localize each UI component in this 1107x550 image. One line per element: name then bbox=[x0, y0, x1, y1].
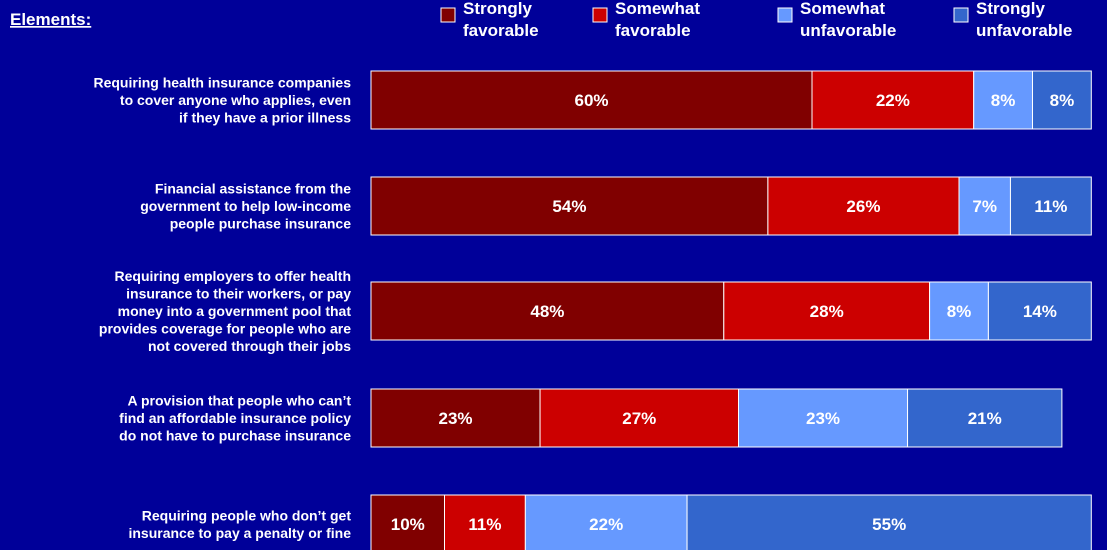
bar-segment-strongly-unfavorable bbox=[1009, 176, 1092, 236]
category-label: insurance to their workers, or pay bbox=[126, 286, 351, 302]
value-label: 8% bbox=[991, 91, 1016, 110]
bar-segment-strongly-unfavorable bbox=[1032, 70, 1092, 130]
legend-label-somewhat-unfavorable: Somewhat bbox=[800, 0, 885, 18]
category-label: Requiring people who don’t get bbox=[142, 507, 352, 523]
value-label: 11% bbox=[1034, 197, 1067, 216]
legend-label-somewhat-favorable: favorable bbox=[615, 21, 691, 40]
bar-segment-somewhat-unfavorable bbox=[524, 494, 688, 550]
bar-segment-somewhat-favorable bbox=[811, 70, 975, 130]
category-label: money into a government pool that bbox=[118, 303, 352, 319]
category-label: people purchase insurance bbox=[170, 216, 351, 232]
category-label: if they have a prior illness bbox=[179, 110, 351, 126]
bar-segment-somewhat-unfavorable bbox=[958, 176, 1011, 236]
value-label: 28% bbox=[810, 302, 844, 321]
legend-label-strongly-unfavorable: Strongly bbox=[976, 0, 1045, 18]
value-label: 55% bbox=[872, 515, 906, 534]
value-label: 60% bbox=[574, 91, 608, 110]
bar-segment-somewhat-favorable bbox=[767, 176, 960, 236]
bar-segment-strongly-favorable bbox=[370, 494, 445, 550]
value-label: 8% bbox=[1050, 91, 1075, 110]
value-label: 14% bbox=[1023, 302, 1057, 321]
legend-swatch-strongly-favorable bbox=[440, 7, 456, 23]
value-label: 11% bbox=[468, 515, 501, 534]
legend-swatch-strongly-unfavorable bbox=[953, 7, 969, 23]
elements-header: Elements: bbox=[10, 10, 91, 29]
category-label: do not have to purchase insurance bbox=[119, 428, 351, 444]
category-label: Requiring employers to offer health bbox=[115, 268, 351, 284]
category-label: to cover anyone who applies, even bbox=[120, 92, 351, 108]
value-label: 54% bbox=[552, 197, 586, 216]
bar-segment-somewhat-favorable bbox=[539, 388, 739, 448]
legend-label-strongly-unfavorable: unfavorable bbox=[976, 21, 1072, 40]
value-label: 7% bbox=[972, 197, 997, 216]
value-label: 10% bbox=[391, 515, 425, 534]
value-label: 22% bbox=[589, 515, 623, 534]
legend-label-somewhat-favorable: Somewhat bbox=[615, 0, 700, 18]
value-label: 8% bbox=[947, 302, 972, 321]
category-label: government to help low-income bbox=[140, 198, 351, 214]
value-label: 26% bbox=[846, 197, 880, 216]
category-label: provides coverage for people who are bbox=[99, 321, 351, 337]
legend: Strongly favorable Somewhat favorable Somewh… bbox=[440, 0, 1072, 40]
bar-segment-strongly-favorable bbox=[370, 281, 725, 341]
value-label: 23% bbox=[439, 409, 473, 428]
legend-label-somewhat-unfavorable: unfavorable bbox=[800, 21, 896, 40]
legend-swatch-somewhat-unfavorable bbox=[777, 7, 793, 23]
bar-segment-somewhat-favorable bbox=[723, 281, 931, 341]
category-label: not covered through their jobs bbox=[148, 338, 351, 354]
legend-swatch-somewhat-favorable bbox=[592, 7, 608, 23]
category-label: A provision that people who can’t bbox=[128, 393, 352, 409]
legend-label-strongly-favorable: Strongly bbox=[463, 0, 532, 18]
category-label: find an affordable insurance policy bbox=[119, 410, 351, 426]
bar-segment-strongly-favorable bbox=[370, 70, 813, 130]
bar-segment-strongly-unfavorable bbox=[907, 388, 1063, 448]
category-label: Financial assistance from the bbox=[155, 181, 351, 197]
value-label: 22% bbox=[876, 91, 910, 110]
value-label: 21% bbox=[968, 409, 1002, 428]
value-label: 48% bbox=[530, 302, 564, 321]
value-label: 23% bbox=[806, 409, 840, 428]
bar-segment-strongly-unfavorable bbox=[987, 281, 1092, 341]
value-label: 27% bbox=[622, 409, 656, 428]
category-label: Requiring health insurance companies bbox=[93, 75, 351, 91]
category-label: insurance to pay a penalty or fine bbox=[128, 525, 351, 541]
bar-segment-somewhat-unfavorable bbox=[973, 70, 1034, 130]
bars: 60% 22% 8% 8% 54% 26% 7% 11% 48% 28% 8% 14% 23% 27% 23… bbox=[370, 70, 1092, 550]
bar-segment-strongly-favorable bbox=[370, 176, 769, 236]
bar-segment-strongly-unfavorable bbox=[686, 494, 1092, 550]
bar-segment-strongly-favorable bbox=[370, 388, 541, 448]
legend-label-strongly-favorable: favorable bbox=[463, 21, 539, 40]
bar-segment-somewhat-unfavorable bbox=[738, 388, 909, 448]
